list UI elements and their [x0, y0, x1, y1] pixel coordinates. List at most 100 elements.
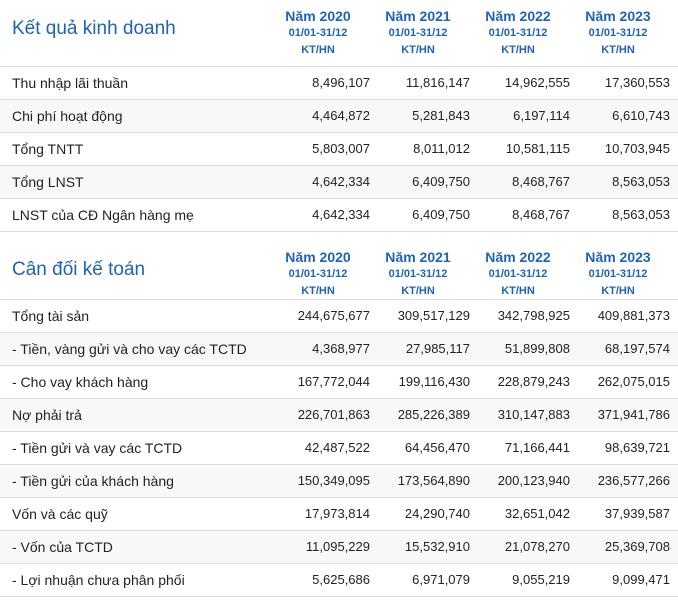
column-year[interactable]: Năm 2021 [385, 8, 451, 24]
cell-value: 5,281,843 [412, 108, 470, 123]
cell-value: 310,147,883 [497, 407, 570, 422]
column-period: 01/01-31/12 [488, 268, 548, 280]
cell-value: 6,971,079 [412, 572, 470, 587]
cell-value: 8,468,767 [512, 174, 570, 189]
row-label: Tổng tài sản [12, 308, 90, 324]
column-header[interactable]: Năm 2023 01/01-31/12 KT/HN [568, 8, 668, 59]
table-row: - Vốn của TCTD 11,095,229 15,532,910 21,… [0, 531, 678, 564]
cell-value: 6,409,750 [412, 174, 470, 189]
column-header[interactable]: Năm 2020 01/01-31/12 KT/HN [268, 8, 368, 59]
cell-value: 9,055,219 [512, 572, 570, 587]
row-label: - Cho vay khách hàng [12, 374, 149, 390]
column-header[interactable]: Năm 2022 01/01-31/12 KT/HN [468, 8, 568, 59]
cell-value: 8,468,767 [512, 207, 570, 222]
cell-value: 11,095,229 [305, 539, 370, 554]
section-title: Cân đối kế toán [12, 259, 146, 280]
column-year[interactable]: Năm 2020 [285, 8, 351, 24]
column-unit: KT/HN [301, 285, 335, 297]
cell-value: 199,116,430 [398, 374, 470, 389]
cell-value: 8,011,012 [413, 141, 470, 156]
column-year[interactable]: Năm 2020 [285, 249, 351, 265]
cell-value: 10,581,115 [505, 141, 570, 156]
row-label: Tổng LNST [12, 174, 84, 190]
column-period: 01/01-31/12 [588, 268, 648, 280]
table-row: Nợ phải trả 226,701,863 285,226,389 310,… [0, 399, 678, 432]
table-row: Tổng TNTT 5,803,007 8,011,012 10,581,115… [0, 133, 678, 166]
column-header[interactable]: Năm 2021 01/01-31/12 KT/HN [368, 249, 468, 300]
table-row: LNST của CĐ Ngân hàng mẹ 4,642,334 6,409… [0, 199, 678, 232]
cell-value: 371,941,786 [597, 407, 670, 422]
column-period: 01/01-31/12 [488, 27, 548, 39]
column-year[interactable]: Năm 2023 [585, 8, 651, 24]
cell-value: 167,772,044 [297, 374, 370, 389]
cell-value: 98,639,721 [604, 440, 670, 455]
cell-value: 228,879,243 [497, 374, 570, 389]
income-statement-rows: Thu nhập lãi thuần 8,496,107 11,816,147 … [0, 67, 678, 232]
cell-value: 5,803,007 [312, 141, 370, 156]
column-period: 01/01-31/12 [388, 268, 448, 280]
cell-value: 409,881,373 [597, 308, 670, 323]
section-title: Kết quả kinh doanh [12, 18, 176, 39]
income-statement-section: Kết quả kinh doanh Năm 2020 01/01-31/12 … [0, 0, 678, 232]
cell-value: 42,487,522 [304, 440, 370, 455]
table-row: - Tiền gửi và vay các TCTD 42,487,522 64… [0, 432, 678, 465]
table-row: Tổng tài sản 244,675,677 309,517,129 342… [0, 300, 678, 333]
column-header[interactable]: Năm 2021 01/01-31/12 KT/HN [368, 8, 468, 59]
cell-value: 24,290,740 [404, 506, 470, 521]
cell-value: 173,564,890 [397, 473, 470, 488]
column-period: 01/01-31/12 [588, 27, 648, 39]
column-year[interactable]: Năm 2022 [485, 249, 551, 265]
row-label: - Tiền gửi và vay các TCTD [12, 440, 183, 456]
cell-value: 262,075,015 [597, 374, 670, 389]
cell-value: 285,226,389 [397, 407, 470, 422]
column-unit: KT/HN [601, 285, 635, 297]
column-year[interactable]: Năm 2021 [385, 249, 451, 265]
column-unit: KT/HN [301, 44, 335, 56]
cell-value: 17,360,553 [604, 75, 670, 90]
cell-value: 150,349,095 [297, 473, 370, 488]
table-row: - Cho vay khách hàng 167,772,044 199,116… [0, 366, 678, 399]
row-label: Tổng TNTT [12, 141, 84, 157]
table-row: Thu nhập lãi thuần 8,496,107 11,816,147 … [0, 67, 678, 100]
row-label: LNST của CĐ Ngân hàng mẹ [12, 207, 194, 223]
cell-value: 32,651,042 [504, 506, 570, 521]
cell-value: 236,577,266 [597, 473, 670, 488]
cell-value: 25,369,708 [604, 539, 670, 554]
cell-value: 5,625,686 [312, 572, 370, 587]
row-label: Vốn và các quỹ [12, 506, 108, 522]
table-row: Vốn và các quỹ 17,973,814 24,290,740 32,… [0, 498, 678, 531]
row-label: - Tiền, vàng gửi và cho vay các TCTD [12, 341, 247, 357]
column-header[interactable]: Năm 2023 01/01-31/12 KT/HN [568, 249, 668, 300]
cell-value: 10,703,945 [604, 141, 670, 156]
cell-value: 4,642,334 [312, 174, 370, 189]
column-unit: KT/HN [401, 44, 435, 56]
balance-sheet-section: Cân đối kế toán Năm 2020 01/01-31/12 KT/… [0, 232, 678, 597]
cell-value: 8,563,053 [612, 207, 670, 222]
cell-value: 37,939,587 [604, 506, 670, 521]
cell-value: 64,456,470 [404, 440, 470, 455]
table-row: - Tiền, vàng gửi và cho vay các TCTD 4,3… [0, 333, 678, 366]
row-label: Chi phí hoạt động [12, 108, 123, 124]
cell-value: 6,610,743 [612, 108, 670, 123]
column-unit: KT/HN [501, 285, 535, 297]
column-unit: KT/HN [601, 44, 635, 56]
cell-value: 244,675,677 [297, 308, 370, 323]
row-label: Nợ phải trả [12, 407, 82, 423]
column-header[interactable]: Năm 2022 01/01-31/12 KT/HN [468, 249, 568, 300]
table-row: - Lợi nhuận chưa phân phối 5,625,686 6,9… [0, 564, 678, 597]
cell-value: 51,899,808 [504, 341, 570, 356]
cell-value: 6,197,114 [513, 108, 570, 123]
income-statement-header: Kết quả kinh doanh Năm 2020 01/01-31/12 … [0, 0, 678, 67]
balance-sheet-header: Cân đối kế toán Năm 2020 01/01-31/12 KT/… [0, 232, 678, 300]
row-label: - Vốn của TCTD [12, 539, 113, 555]
column-header[interactable]: Năm 2020 01/01-31/12 KT/HN [268, 249, 368, 300]
cell-value: 14,962,555 [504, 75, 570, 90]
column-period: 01/01-31/12 [388, 27, 448, 39]
column-year[interactable]: Năm 2023 [585, 249, 651, 265]
table-row: - Tiền gửi của khách hàng 150,349,095 17… [0, 465, 678, 498]
cell-value: 8,496,107 [312, 75, 370, 90]
column-year[interactable]: Năm 2022 [485, 8, 551, 24]
row-label: - Lợi nhuận chưa phân phối [12, 572, 185, 588]
cell-value: 226,701,863 [297, 407, 370, 422]
